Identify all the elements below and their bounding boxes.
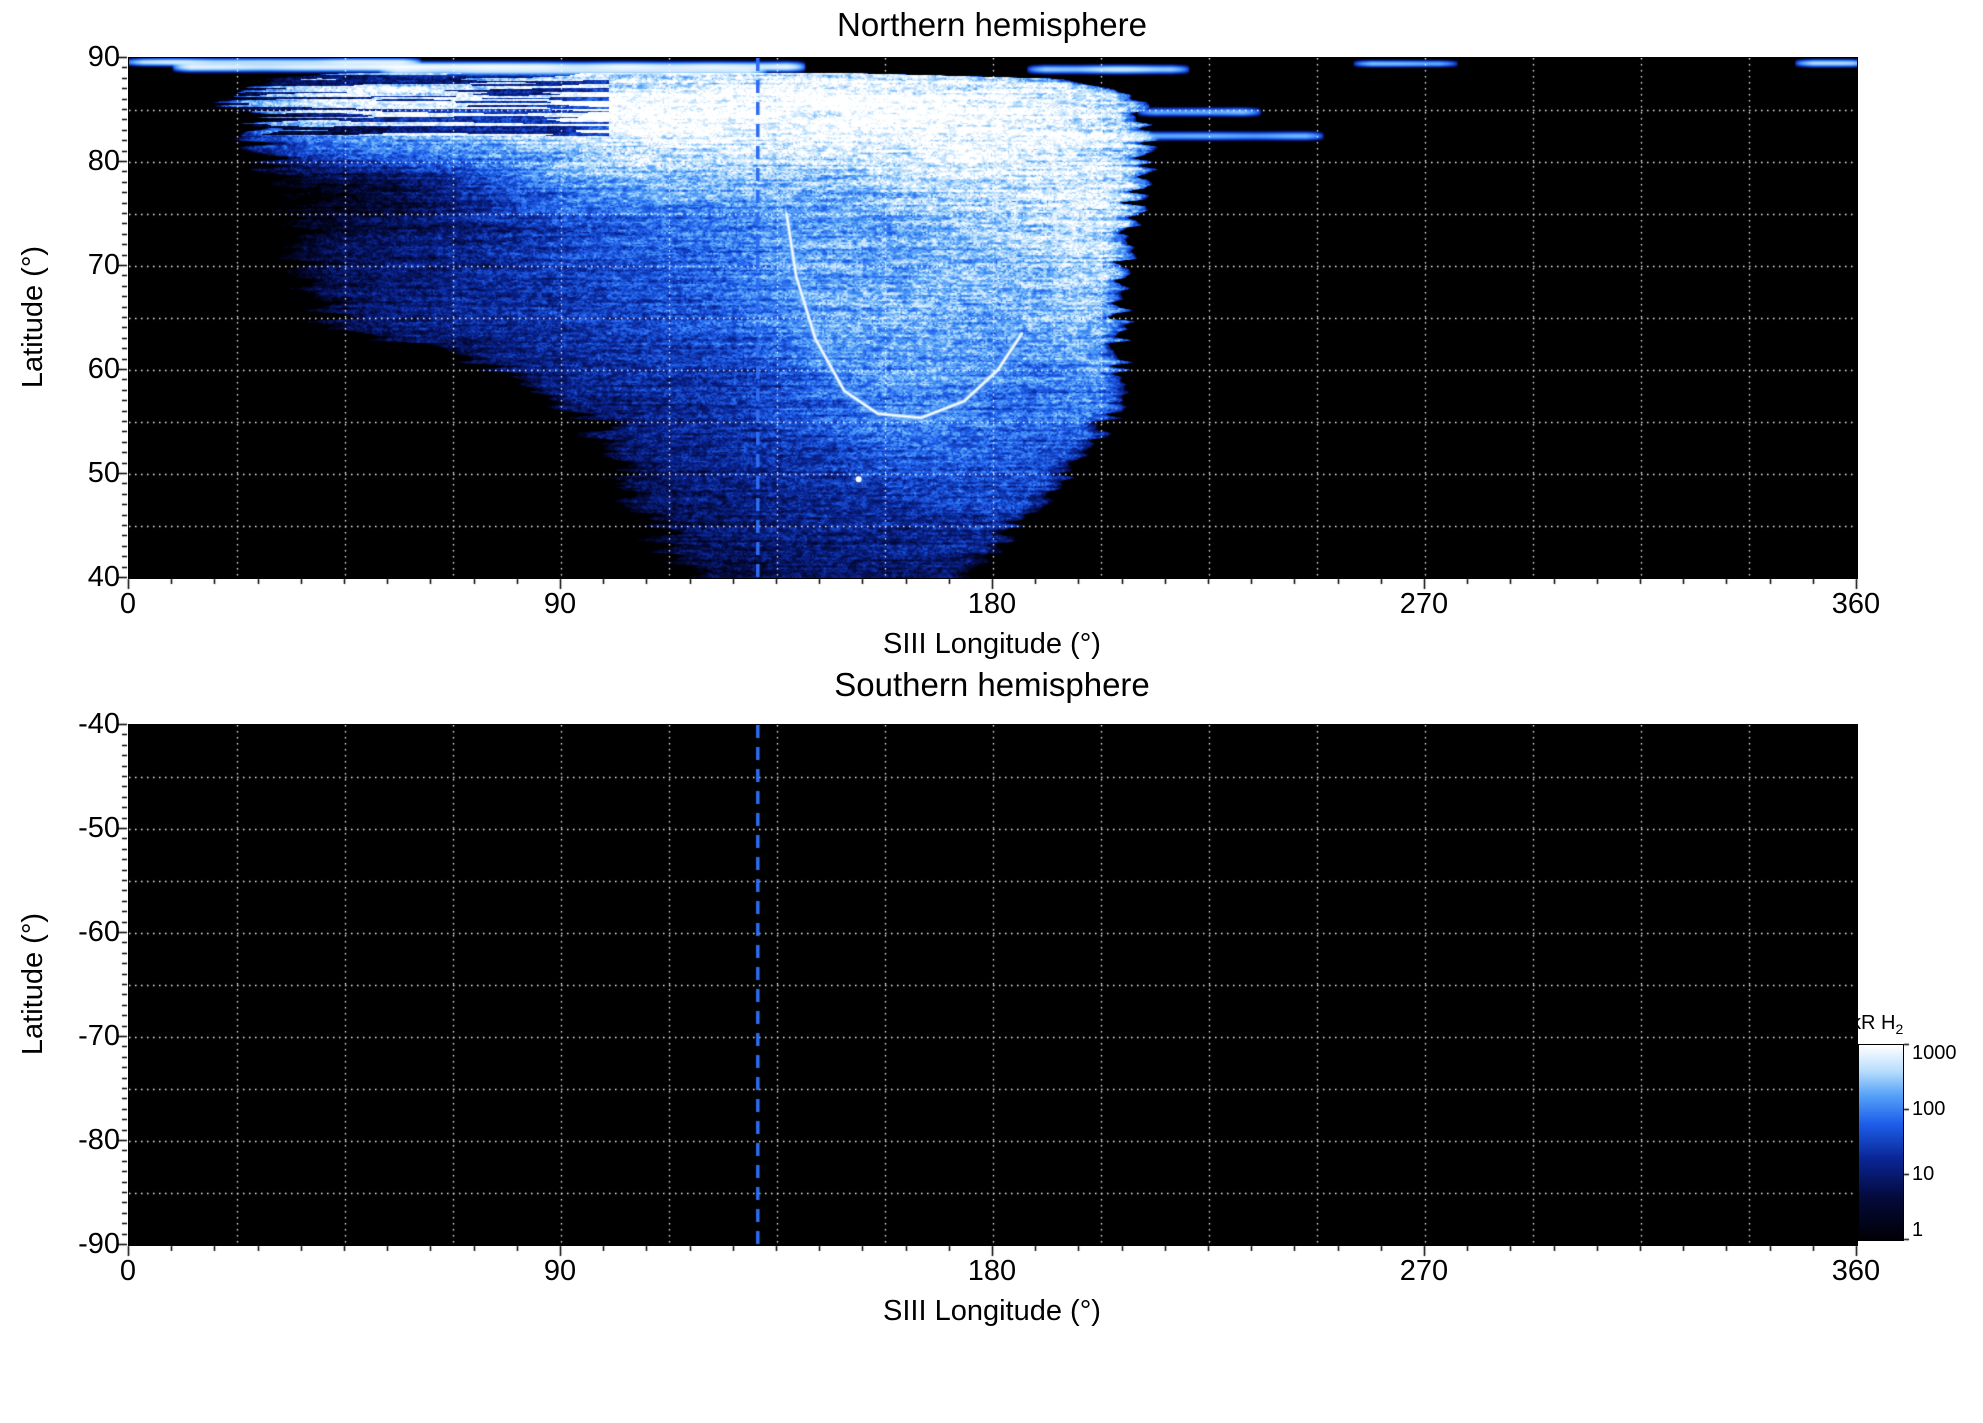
north-y-tick-label: 60 <box>87 353 120 385</box>
north-y-tick-label: 50 <box>87 457 120 489</box>
colorbar-tick-label: 1 <box>1912 1219 1924 1241</box>
south-x-tick-label: 180 <box>967 1255 1017 1287</box>
colorbar-tick-label: 100 <box>1912 1098 1946 1120</box>
south-y-tick-label: -80 <box>78 1124 120 1156</box>
north-x-tick-label: 270 <box>1399 588 1449 620</box>
colorbar-gradient <box>1858 1044 1904 1241</box>
north-x-tick-label: 360 <box>1831 588 1881 620</box>
south-x-tick-label: 270 <box>1399 1255 1449 1287</box>
north-x-tick-label: 90 <box>543 588 577 620</box>
colorbar-tick-label: 1000 <box>1912 1042 1957 1064</box>
north-x-axis-label: SIII Longitude (°) <box>883 628 1101 660</box>
north-y-tick-label: 70 <box>87 249 120 281</box>
south-y-tick-label: -70 <box>78 1020 120 1052</box>
south-panel-title: Southern hemisphere <box>834 666 1150 703</box>
south-x-tick-label: 360 <box>1831 1255 1881 1287</box>
south-y-tick-label: -60 <box>78 916 120 948</box>
colorbar-title-main: kR H <box>1851 1012 1896 1034</box>
south-y-tick-label: -50 <box>78 812 120 844</box>
north-x-tick-label: 0 <box>119 588 137 620</box>
north-y-tick-label: 40 <box>87 561 120 593</box>
colorbar-title: kR H2 <box>1851 1012 1981 1037</box>
south-x-tick-label: 90 <box>543 1255 577 1287</box>
north-y-tick-label: 80 <box>87 145 120 177</box>
north-panel-title: Northern hemisphere <box>837 6 1147 43</box>
south-x-axis-label: SIII Longitude (°) <box>883 1295 1101 1327</box>
north-x-tick-label: 180 <box>967 588 1017 620</box>
south-heatmap-canvas <box>128 724 1858 1246</box>
south-y-axis-label: Latitude (°) <box>17 912 49 1056</box>
south-x-tick-label: 0 <box>119 1255 137 1287</box>
colorbar-tick-label: 10 <box>1912 1163 1935 1185</box>
colorbar-title-sub: 2 <box>1895 1021 1904 1037</box>
north-heatmap-canvas <box>128 57 1858 579</box>
north-y-axis-label: Latitude (°) <box>17 245 49 389</box>
north-y-tick-label: 90 <box>87 41 120 73</box>
south-y-tick-label: -40 <box>78 708 120 740</box>
south-y-tick-label: -90 <box>78 1228 120 1260</box>
